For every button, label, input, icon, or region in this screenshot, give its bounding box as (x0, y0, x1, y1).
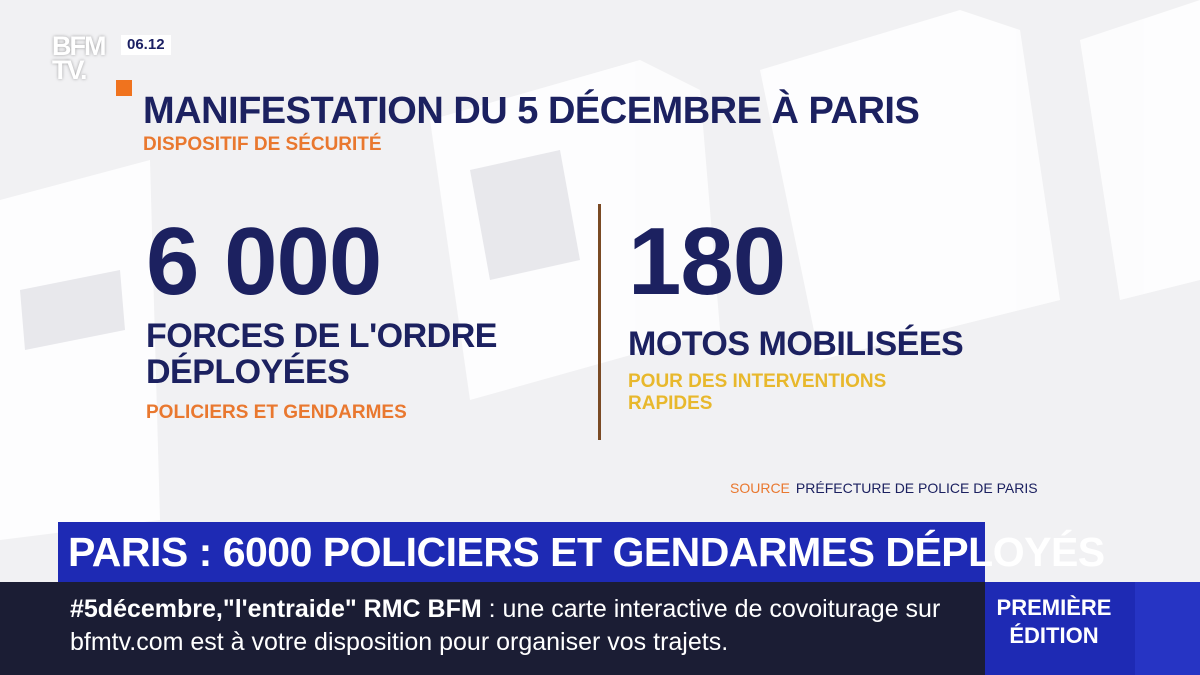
logo-wordmark: BFM TV. (52, 31, 106, 85)
stat-left-sub: POLICIERS ET GENDARMES (146, 402, 407, 423)
logo-accent-square (116, 80, 132, 96)
edition-line1: PREMIÈRE (996, 595, 1112, 620)
background-watermark (0, 0, 1200, 540)
stat-left-label-line2: DÉPLOYÉES (146, 353, 350, 391)
stat-right-sub-line2: RAPIDES (628, 393, 713, 414)
graphic-subtitle: DISPOSITIF DE SÉCURITÉ (143, 134, 382, 155)
stat-right-label: MOTOS MOBILISÉES (628, 325, 964, 363)
edition-line2: ÉDITION (1009, 623, 1099, 648)
ticker-text: #5décembre,"l'entraide" RMC BFM : une ca… (70, 593, 980, 659)
bfmtv-logo: BFM TV. (52, 31, 118, 92)
divider (598, 204, 601, 440)
stat-right-sub-line1: POUR DES INTERVENTIONS (628, 371, 887, 392)
stat-right-sub: POUR DES INTERVENTIONS RAPIDES (628, 371, 886, 415)
edition-badge: PREMIÈRE ÉDITION (985, 582, 1200, 675)
graphic-title: MANIFESTATION DU 5 DÉCEMBRE À PARIS (143, 90, 920, 132)
stat-left-number: 6 000 (146, 208, 382, 315)
headline-banner: PARIS : 6000 POLICIERS ET GENDARMES DÉPL… (58, 522, 1105, 582)
news-ticker: #5décembre,"l'entraide" RMC BFM : une ca… (0, 582, 985, 675)
source-label: SOURCE (730, 480, 790, 496)
edition-label: PREMIÈRE ÉDITION (985, 594, 1123, 650)
source-value: PRÉFECTURE DE POLICE DE PARIS (795, 480, 1038, 496)
source-credit: SOURCE PRÉFECTURE DE POLICE DE PARIS (730, 480, 1038, 496)
edition-band (1135, 582, 1200, 675)
ticker-message: : une carte interactive de covoiturage s… (70, 595, 941, 656)
stat-right-number: 180 (628, 208, 786, 315)
stat-left-label-line1: FORCES DE L'ORDRE (146, 317, 497, 355)
ticker-hashtag: #5décembre,"l'entraide" RMC BFM (70, 595, 482, 623)
stat-left-label: FORCES DE L'ORDRE DÉPLOYÉES (146, 318, 497, 390)
logo-text: BFM TV. (52, 31, 112, 85)
clock: 06.12 (121, 35, 171, 55)
